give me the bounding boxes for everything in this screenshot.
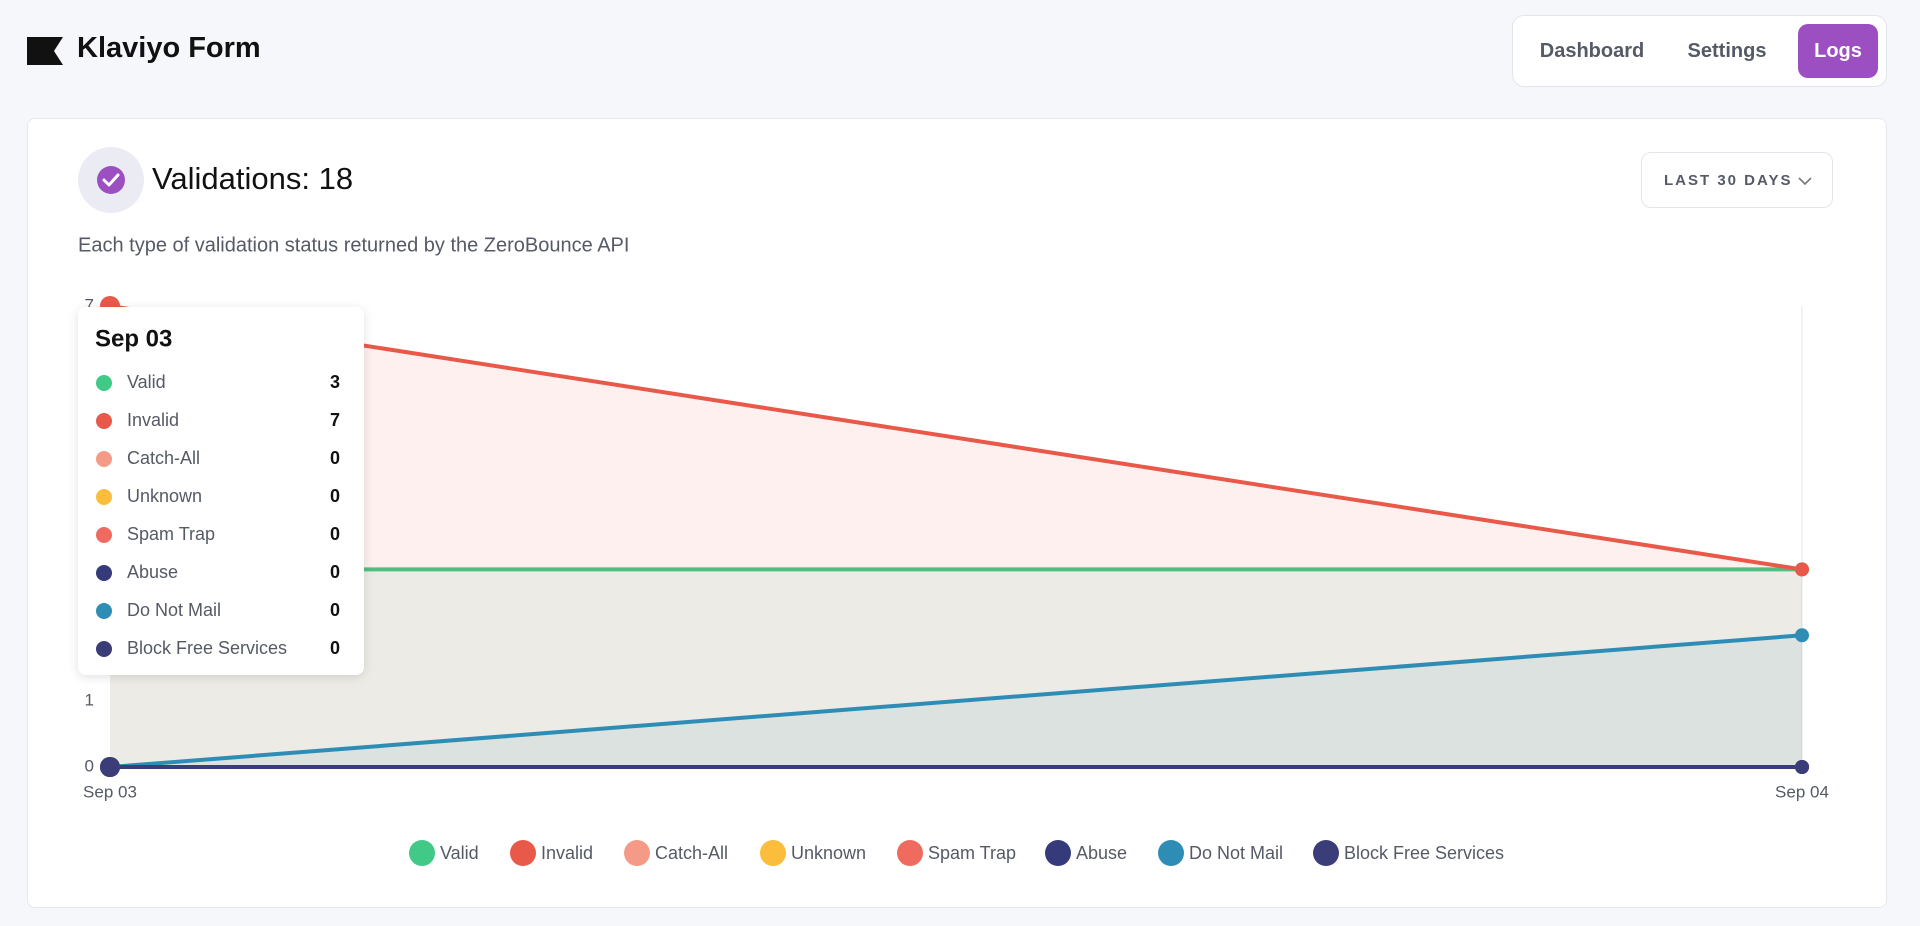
- tooltip-marker: [96, 489, 112, 505]
- x-tick-label: Sep 04: [1775, 782, 1829, 801]
- tooltip: Sep 03 Valid 3 Invalid 7 Catch-All 0 Unknown 0 Sp…: [78, 307, 364, 675]
- legend-item[interactable]: Valid: [409, 840, 479, 866]
- legend-item[interactable]: Abuse: [1045, 840, 1127, 866]
- series-line: [109, 304, 1803, 572]
- legend-marker: [1313, 840, 1339, 866]
- legend-label: Unknown: [791, 843, 866, 863]
- app-title: Klaviyo Form: [77, 32, 261, 64]
- series-line: [109, 633, 1803, 769]
- tooltip-marker: [96, 527, 112, 543]
- tooltip-value: 0: [330, 448, 340, 468]
- legend-marker: [510, 840, 536, 866]
- logo: [27, 37, 63, 65]
- tooltip-value: 0: [330, 562, 340, 582]
- legend-item[interactable]: Spam Trap: [897, 840, 1016, 866]
- tooltip-marker: [96, 641, 112, 657]
- tooltip-box: [78, 307, 364, 675]
- y-tick-label: 1: [85, 691, 94, 710]
- legend-marker: [1045, 840, 1071, 866]
- legend-label: Abuse: [1076, 843, 1127, 863]
- period-label: LAST 30 DAYS: [1664, 172, 1793, 189]
- legend-marker: [1158, 840, 1184, 866]
- legend-marker: [897, 840, 923, 866]
- y-tick-label: 0: [85, 756, 94, 775]
- tooltip-marker: [96, 603, 112, 619]
- x-tick-label: Sep 03: [83, 782, 137, 801]
- tooltip-label: Valid: [127, 372, 166, 392]
- tooltip-label: Unknown: [127, 486, 202, 506]
- legend-item[interactable]: Do Not Mail: [1158, 840, 1283, 866]
- nav-logs[interactable]: Logs: [1798, 24, 1878, 78]
- tooltip-label: Catch-All: [127, 448, 200, 468]
- point: [1795, 760, 1809, 774]
- tooltip-marker: [96, 565, 112, 581]
- tooltip-value: 0: [330, 524, 340, 544]
- tooltip-value: 0: [330, 638, 340, 658]
- chevron: [1798, 177, 1812, 186]
- series-area: [110, 569, 1802, 767]
- legend-label: Do Not Mail: [1189, 843, 1283, 863]
- tooltip-value: 7: [330, 410, 340, 430]
- y-tick-label: 7: [85, 295, 94, 314]
- legend-marker: [760, 840, 786, 866]
- tooltip-title: Sep 03: [95, 325, 172, 352]
- tooltip-marker: [96, 451, 112, 467]
- nav-dashboard[interactable]: Dashboard: [1539, 40, 1645, 62]
- legend-marker: [624, 840, 650, 866]
- legend-item[interactable]: Block Free Services: [1313, 840, 1504, 866]
- tooltip-label: Invalid: [127, 410, 179, 430]
- legend-marker: [409, 840, 435, 866]
- point: [1795, 628, 1809, 643]
- legend-label: Spam Trap: [928, 843, 1016, 863]
- tooltip-value: 3: [330, 372, 340, 392]
- legend-item[interactable]: Invalid: [510, 840, 593, 866]
- nav-settings[interactable]: Settings: [1687, 40, 1767, 62]
- tooltip-marker: [96, 375, 112, 391]
- tooltip-label: Spam Trap: [127, 524, 215, 544]
- point: [1795, 562, 1809, 577]
- chart-subtitle: Each type of validation status returned …: [78, 234, 629, 256]
- legend-item[interactable]: Unknown: [760, 840, 866, 866]
- check: [102, 173, 120, 187]
- status-icon: [97, 166, 125, 194]
- chart-title: Validations: 18: [152, 161, 353, 196]
- tooltip-value: 0: [330, 600, 340, 620]
- tooltip-label: Block Free Services: [127, 638, 287, 658]
- tooltip-label: Do Not Mail: [127, 600, 221, 620]
- tooltip-marker: [96, 413, 112, 429]
- legend-label: Block Free Services: [1344, 843, 1504, 863]
- period-dropdown[interactable]: LAST 30 DAYS: [1641, 152, 1833, 208]
- series-area: [110, 306, 1802, 767]
- legend-label: Valid: [440, 843, 479, 863]
- legend-label: Invalid: [541, 843, 593, 863]
- legend-label: Catch-All: [655, 843, 728, 863]
- tooltip-value: 0: [330, 486, 340, 506]
- point: [100, 757, 120, 777]
- nav: Dashboard Settings Logs: [1512, 15, 1887, 87]
- tooltip-label: Abuse: [127, 562, 178, 582]
- legend-item[interactable]: Catch-All: [624, 840, 728, 866]
